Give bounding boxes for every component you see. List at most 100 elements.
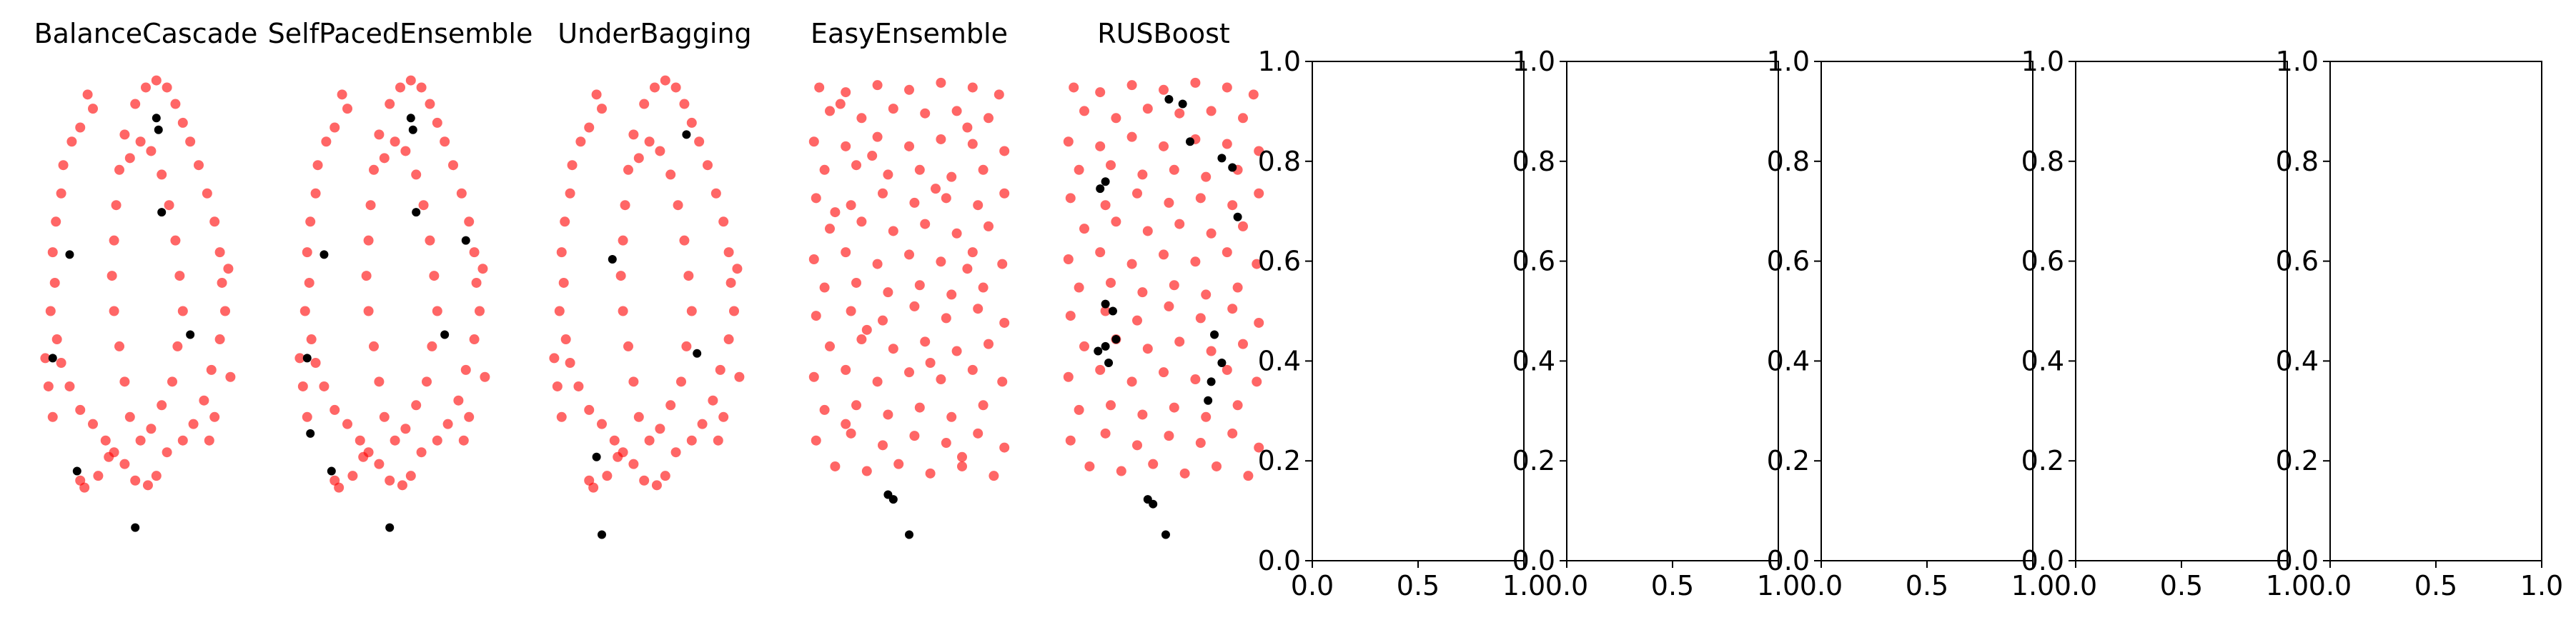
minority-point [304,277,314,288]
minority-point [1100,428,1111,439]
minority-point [931,184,941,194]
minority-point [941,438,951,449]
minority-point [1063,371,1074,382]
majority-point [65,250,74,259]
minority-point [999,442,1010,453]
y-tick-label: 0.4 [1512,345,1555,376]
minority-point [397,480,407,491]
minority-point [1159,367,1169,378]
minority-point [655,146,665,156]
minority-point [1195,313,1206,324]
minority-point [1190,77,1201,88]
minority-point [1195,438,1206,449]
minority-point [164,200,174,211]
y-tick-label: 0.2 [1512,445,1555,476]
minority-point [835,99,846,109]
minority-point [1222,82,1232,93]
minority-point [951,106,962,116]
minority-point [628,459,639,469]
minority-point [157,400,167,411]
majority-point [302,354,312,363]
minority-point [851,400,861,411]
minority-point [962,122,973,133]
minority-point [130,99,141,109]
y-tick-label: 0.0 [2276,545,2319,576]
minority-point [1238,221,1248,231]
majority-point [682,130,691,139]
minority-point [1201,289,1212,300]
minority-point [119,459,130,469]
minority-point [883,409,893,420]
minority-point [363,306,374,316]
minority-point [633,411,644,422]
minority-point [997,259,1008,269]
majority-point [1164,94,1174,104]
minority-point [141,82,151,93]
y-tick-label: 0.4 [1767,345,1810,376]
minority-point [1227,200,1238,211]
panel-title: EasyEnsemble [811,18,1008,49]
minority-point [1159,249,1169,260]
minority-point [453,395,464,406]
minority-point [416,82,427,93]
minority-point [319,381,330,391]
minority-point [660,75,670,86]
minority-point [734,371,745,382]
minority-point [1248,89,1259,100]
minority-point [170,235,181,246]
minority-point [851,160,861,171]
minority-point [1074,282,1084,293]
minority-point [997,376,1008,387]
minority-point [151,75,162,86]
minority-point [157,169,167,180]
minority-point [825,106,835,116]
minority-point [715,364,725,375]
minority-point [999,146,1010,156]
minority-point [644,435,655,446]
y-tick-label: 0.8 [1512,146,1555,177]
y-tick-label: 0.8 [1258,146,1301,177]
minority-point [609,435,620,446]
y-tick-label: 1.0 [2276,46,2319,77]
minority-point [45,306,56,316]
minority-point [883,287,893,298]
minority-point [694,136,705,147]
minority-point [872,259,883,269]
minority-point [142,480,153,491]
minority-point [1222,247,1232,258]
x-tick-label: 0.5 [1397,570,1440,601]
minority-point [297,381,308,391]
minority-point [565,188,575,199]
minority-point [130,475,141,486]
minority-point [936,134,946,144]
panel-title: SelfPacedEnsemble [268,18,533,49]
minority-point [442,419,453,429]
majority-point [1104,358,1114,367]
minority-point [841,364,851,375]
minority-point [355,435,365,446]
x-tick-label: 0.0 [1291,570,1334,601]
minority-point [575,136,586,147]
minority-point [920,108,931,119]
minority-point [1169,280,1179,291]
panel-title: UnderBagging [558,18,751,49]
minority-point [146,146,157,156]
minority-point [856,334,867,345]
minority-point [679,99,690,109]
minority-point [1190,374,1201,385]
minority-point [56,188,66,199]
minority-point [872,80,883,91]
minority-point [1095,247,1106,258]
minority-point [1148,459,1159,469]
minority-point [1254,188,1264,199]
minority-point [941,193,951,204]
minority-point [909,197,920,208]
minority-point [51,334,62,345]
minority-point [941,313,951,324]
minority-point [1084,461,1095,471]
minority-point [47,247,58,258]
minority-point [620,200,630,211]
minority-point [1063,254,1074,265]
minority-point [962,264,973,274]
minority-point [1164,431,1174,441]
